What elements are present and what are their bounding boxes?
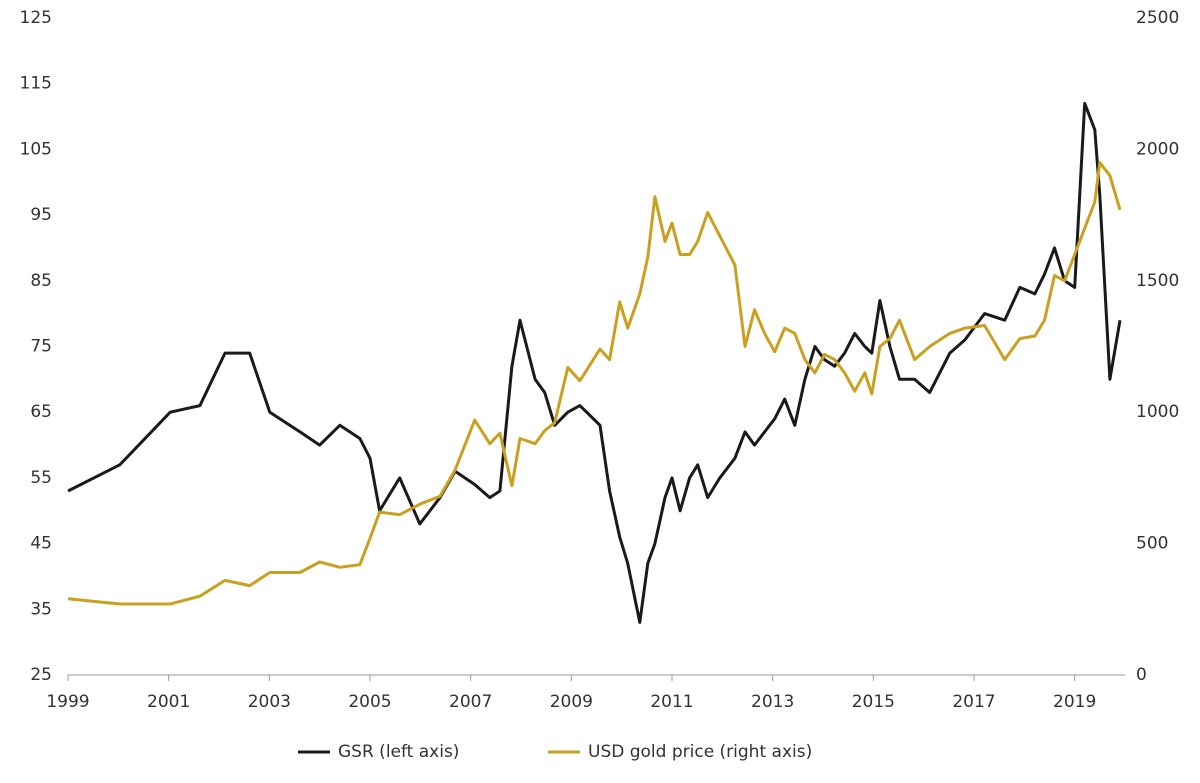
x-tick-label: 2017 (952, 692, 995, 712)
y-tick-label: 85 (30, 271, 52, 291)
x-tick-label: 1999 (46, 692, 89, 712)
y2-tick-label: 0 (1136, 665, 1147, 685)
y-tick-label: 65 (30, 402, 52, 422)
x-tick-label: 2001 (147, 692, 190, 712)
y-tick-label: 105 (20, 139, 52, 159)
y-tick-label: 125 (20, 8, 52, 28)
x-tick-label: 2013 (751, 692, 794, 712)
y2-tick-label: 2000 (1136, 139, 1179, 159)
y2-tick-label: 1000 (1136, 402, 1179, 422)
line-series (67, 161, 1122, 606)
y2-tick-label: 2500 (1136, 8, 1179, 28)
x-tick-label: 2009 (550, 692, 593, 712)
y-tick-label: 25 (30, 665, 52, 685)
x-tick-label: 2019 (1053, 692, 1096, 712)
line-series (67, 101, 1122, 624)
y2-tick-label: 500 (1136, 534, 1168, 554)
x-tick-label: 2007 (449, 692, 492, 712)
x-tick-label: 2003 (248, 692, 291, 712)
y-tick-label: 55 (30, 468, 52, 488)
y-tick-label: 45 (30, 534, 52, 554)
x-tick-label: 2015 (852, 692, 895, 712)
y-tick-label: 35 (30, 599, 52, 619)
y-tick-label: 75 (30, 337, 52, 357)
legend-label: USD gold price (right axis) (588, 742, 812, 762)
y-tick-label: 115 (20, 74, 52, 94)
y2-tick-label: 1500 (1136, 271, 1179, 291)
legend-label: GSR (left axis) (338, 742, 459, 762)
x-tick-label: 2005 (348, 692, 391, 712)
y-tick-label: 95 (30, 205, 52, 225)
x-tick-label: 2011 (650, 692, 693, 712)
